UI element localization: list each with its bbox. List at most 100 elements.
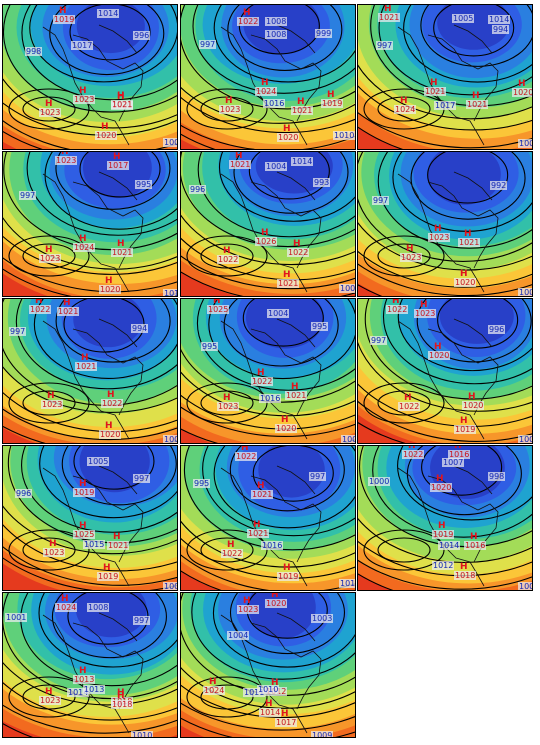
- isobar-line: [227, 5, 343, 71]
- high-pressure-value: 1020: [95, 131, 118, 140]
- low-pressure-value: 1014: [97, 9, 120, 18]
- high-pressure-marker: H: [253, 520, 261, 530]
- high-pressure-value: 1025: [73, 530, 96, 539]
- high-pressure-marker: H: [45, 245, 53, 255]
- high-pressure-marker: H: [79, 86, 87, 96]
- high-pressure-marker: H: [406, 244, 414, 254]
- map-panel: H1019H1021H1023H1023H1021H10201014998101…: [2, 4, 178, 150]
- isobar-line: [416, 299, 532, 363]
- isobar-line: [229, 446, 345, 512]
- high-pressure-value: 1019: [97, 572, 120, 581]
- isobar-line: [186, 235, 268, 277]
- high-pressure-marker: H: [79, 234, 87, 244]
- low-pressure-value: 996: [189, 185, 207, 194]
- isobar-line: [38, 593, 177, 668]
- high-pressure-marker: H: [460, 562, 468, 572]
- high-pressure-marker: H: [241, 445, 249, 453]
- low-pressure-value: 1009: [518, 435, 532, 443]
- low-pressure-value: 1016: [259, 394, 282, 403]
- pressure-band: [76, 5, 145, 54]
- isobar-line: [3, 593, 177, 700]
- high-pressure-marker: H: [209, 677, 217, 687]
- low-pressure-value: 1004: [267, 309, 290, 318]
- high-pressure-marker: H: [101, 122, 109, 132]
- high-pressure-marker: H: [223, 393, 231, 403]
- map-panel: H 1022 H 1016 H 1020 H 1019 H 1016 H 1018 1007 1000 99…: [357, 445, 533, 591]
- low-pressure-value: 1014: [438, 541, 461, 550]
- isobar-line: [382, 299, 532, 385]
- map-panel: H 1021 H 1024 H 1021 H 1021 H 1020 1005 1014 994 997 1…: [357, 4, 533, 150]
- coastline: [42, 318, 144, 440]
- high-pressure-value: 1020: [275, 424, 298, 433]
- high-pressure-value: 1020: [454, 278, 477, 287]
- high-pressure-marker: H: [392, 298, 400, 306]
- high-pressure-value: 1020: [99, 285, 122, 294]
- low-pressure-value: 1008: [265, 17, 288, 26]
- low-pressure-value: 1009: [339, 284, 355, 293]
- high-pressure-marker: H: [103, 563, 111, 573]
- pressure-field-map: [358, 152, 532, 296]
- low-pressure-value: 994: [131, 324, 149, 333]
- high-pressure-marker: H: [257, 368, 265, 378]
- high-pressure-value: 1021: [251, 490, 274, 499]
- low-pressure-value: 1011: [243, 688, 266, 697]
- isobar-line: [21, 446, 177, 533]
- high-pressure-marker: H: [47, 391, 55, 401]
- isobar-line: [3, 704, 177, 734]
- low-pressure-value: 1010: [257, 685, 280, 694]
- high-pressure-value: 1020: [462, 401, 485, 410]
- low-pressure-value: 997: [133, 474, 151, 483]
- high-pressure-value: 1021: [466, 100, 489, 109]
- high-pressure-value: 1023: [428, 233, 451, 242]
- isobar-line: [55, 299, 171, 363]
- low-pressure-value: 998: [25, 47, 43, 56]
- low-pressure-value: 1016: [263, 99, 286, 108]
- low-pressure-value: 997: [199, 40, 217, 49]
- high-pressure-marker: H: [105, 276, 113, 286]
- isobar-line: [200, 243, 254, 269]
- isobar-line: [378, 5, 532, 96]
- isobar-line: [200, 96, 254, 122]
- pressure-band: [427, 152, 501, 205]
- isobar-line: [358, 222, 532, 271]
- low-pressure-value: 1016: [261, 541, 284, 550]
- high-pressure-marker: H: [271, 592, 279, 600]
- high-pressure-marker: H: [117, 91, 125, 101]
- high-pressure-marker: H: [235, 151, 243, 161]
- low-pressure-value: 997: [133, 616, 151, 625]
- high-pressure-marker: H: [327, 90, 335, 100]
- high-pressure-value: 1022: [251, 377, 274, 386]
- isobar-line: [358, 559, 532, 590]
- isobar-line: [397, 299, 532, 372]
- isobar-line: [433, 5, 515, 57]
- map-panel: H1020H1023H1024H1012H1014H10171004100310…: [180, 592, 356, 738]
- high-pressure-marker: H: [113, 532, 121, 542]
- low-pressure-value: 996: [15, 489, 33, 498]
- high-pressure-value: 1021: [424, 87, 447, 96]
- high-pressure-marker: H: [283, 270, 291, 280]
- low-pressure-value: 996: [133, 31, 151, 40]
- high-pressure-value: 1022: [29, 305, 52, 314]
- high-pressure-value: 1017: [107, 161, 130, 170]
- high-pressure-value: 1024: [203, 686, 226, 695]
- low-pressure-value: 1010: [339, 579, 355, 588]
- isobar-line: [421, 446, 503, 496]
- high-pressure-value: 1019: [432, 530, 455, 539]
- low-pressure-value: 1009: [163, 435, 177, 443]
- isobar-line: [3, 235, 177, 275]
- isobar-line: [181, 152, 355, 248]
- map-panel: H1024H1023H1013H1018H1018100810019971014…: [2, 592, 178, 738]
- high-pressure-value: 1023: [217, 402, 240, 411]
- isobar-line: [200, 684, 254, 710]
- low-pressure-value: 995: [201, 342, 219, 351]
- high-pressure-value: 1024: [73, 243, 96, 252]
- high-pressure-value: 1014: [259, 708, 282, 717]
- high-pressure-marker: H: [283, 563, 291, 573]
- high-pressure-value: 1021: [291, 106, 314, 115]
- isobar-line: [3, 682, 177, 721]
- high-pressure-marker: H: [225, 96, 233, 106]
- high-pressure-marker: H: [408, 445, 416, 451]
- high-pressure-marker: H: [107, 390, 115, 400]
- isobar-line: [427, 152, 509, 204]
- isobar-line: [22, 537, 76, 563]
